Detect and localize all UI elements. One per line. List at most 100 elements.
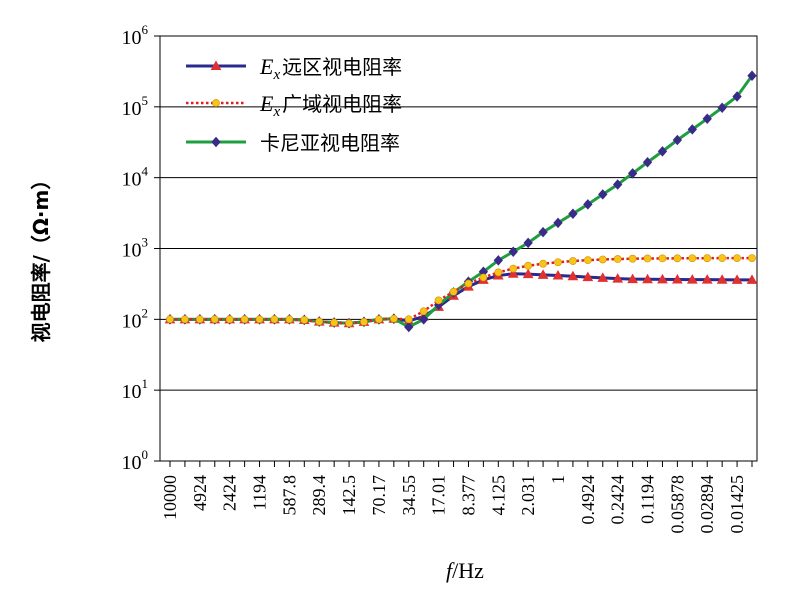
data-point [300, 316, 309, 324]
y-axis-label: 视电阻率/（Ω·m） [29, 170, 53, 343]
data-point [658, 254, 667, 263]
data-point [688, 254, 697, 263]
y-tick-exponent: 0 [142, 447, 149, 462]
data-point [270, 315, 279, 324]
x-tick-label: 4924 [190, 475, 210, 511]
x-tick-label: 70.17 [369, 475, 389, 516]
data-point [210, 315, 219, 324]
data-point [554, 258, 562, 267]
data-point [493, 255, 503, 266]
legend-label: Ex 远区视电阻率 [259, 54, 402, 83]
data-point [731, 274, 743, 284]
data-point [627, 273, 638, 284]
y-tick-base: 10 [122, 169, 142, 191]
data-point [523, 237, 533, 249]
data-point [330, 318, 339, 327]
y-tick-label: 101 [122, 376, 149, 403]
data-point [582, 271, 594, 282]
x-tick-label: 34.55 [399, 475, 419, 516]
data-point [717, 102, 727, 114]
y-tick-base: 10 [122, 240, 142, 262]
legend-label: 卡尼亚视电阻率 [260, 131, 400, 155]
y-tick-base: 10 [122, 381, 142, 403]
data-point [642, 273, 653, 284]
legend-label-text: 广域视电阻率 [282, 92, 402, 116]
data-point [375, 315, 383, 324]
legend-marker [211, 136, 221, 148]
x-tick-label: 4.125 [488, 475, 508, 516]
data-point [508, 246, 518, 257]
data-point [672, 273, 683, 284]
data-point [360, 317, 368, 326]
data-point [494, 268, 503, 277]
data-point [718, 254, 727, 263]
legend-label: Ex 广域视电阻率 [259, 91, 402, 120]
data-point [552, 270, 564, 280]
data-point [733, 254, 741, 262]
x-tick-label: 0.05878 [667, 475, 687, 534]
data-point [255, 315, 264, 324]
x-tick-label: 0.2424 [608, 475, 628, 525]
legend-marker [212, 99, 220, 107]
y-tick-exponent: 5 [142, 93, 149, 108]
legend-entry: Ex 远区视电阻率 [186, 54, 402, 83]
y-tick-base: 10 [122, 98, 142, 120]
data-point [657, 273, 668, 284]
data-point [613, 179, 623, 190]
data-point [225, 315, 234, 324]
data-point [509, 264, 518, 273]
data-point [746, 274, 758, 284]
y-tick-exponent: 3 [142, 235, 149, 250]
x-axis-label: f/Hz [446, 558, 484, 583]
legend-label-italic: E [259, 54, 274, 79]
data-point [583, 199, 593, 210]
data-point [598, 255, 607, 264]
x-axis-ticks: 10000 4924 2424 1194 587.8 289.4 142.5 70.17 34.… [160, 461, 753, 534]
series-line [170, 256, 752, 325]
x-tick-label: 10000 [160, 475, 180, 520]
data-point [702, 113, 712, 124]
data-point [627, 168, 638, 179]
legend-entry: 卡尼亚视电阻率 [186, 131, 400, 155]
data-point [642, 157, 653, 168]
legend-label-subscript: x [272, 104, 280, 120]
data-point [748, 254, 756, 262]
data-point [538, 226, 548, 238]
x-tick-label: 2.031 [518, 475, 538, 516]
data-point [672, 134, 683, 146]
data-point [315, 317, 324, 326]
data-point [522, 268, 534, 279]
data-point [434, 296, 443, 305]
legend-entry: Ex 广域视电阻率 [186, 91, 402, 120]
legend-label-text: 远区视电阻率 [282, 55, 402, 79]
x-tick-label: 1 [548, 475, 568, 484]
y-tick-base: 10 [122, 452, 142, 474]
y-tick-label: 104 [122, 164, 149, 191]
data-point [703, 254, 712, 263]
data-point [419, 307, 428, 316]
x-tick-label: 587.8 [279, 475, 299, 516]
data-point [537, 269, 549, 279]
data-point [404, 315, 413, 324]
data-point [567, 270, 579, 281]
legend-label-subscript: x [272, 67, 280, 83]
data-point [598, 189, 608, 200]
data-point [732, 91, 742, 102]
legend-label-italic: E [259, 91, 274, 116]
data-point [597, 272, 609, 282]
data-point [464, 279, 473, 288]
data-point [686, 274, 698, 284]
series-2 [166, 254, 756, 328]
data-point [404, 321, 414, 333]
data-point [449, 287, 458, 296]
data-point [479, 273, 488, 282]
data-point [195, 315, 204, 324]
data-point [553, 217, 563, 229]
data-point [657, 146, 668, 157]
y-tick-label: 100 [122, 447, 149, 474]
x-tick-label: 2424 [220, 475, 240, 511]
data-point [181, 315, 189, 324]
data-point [539, 259, 547, 268]
